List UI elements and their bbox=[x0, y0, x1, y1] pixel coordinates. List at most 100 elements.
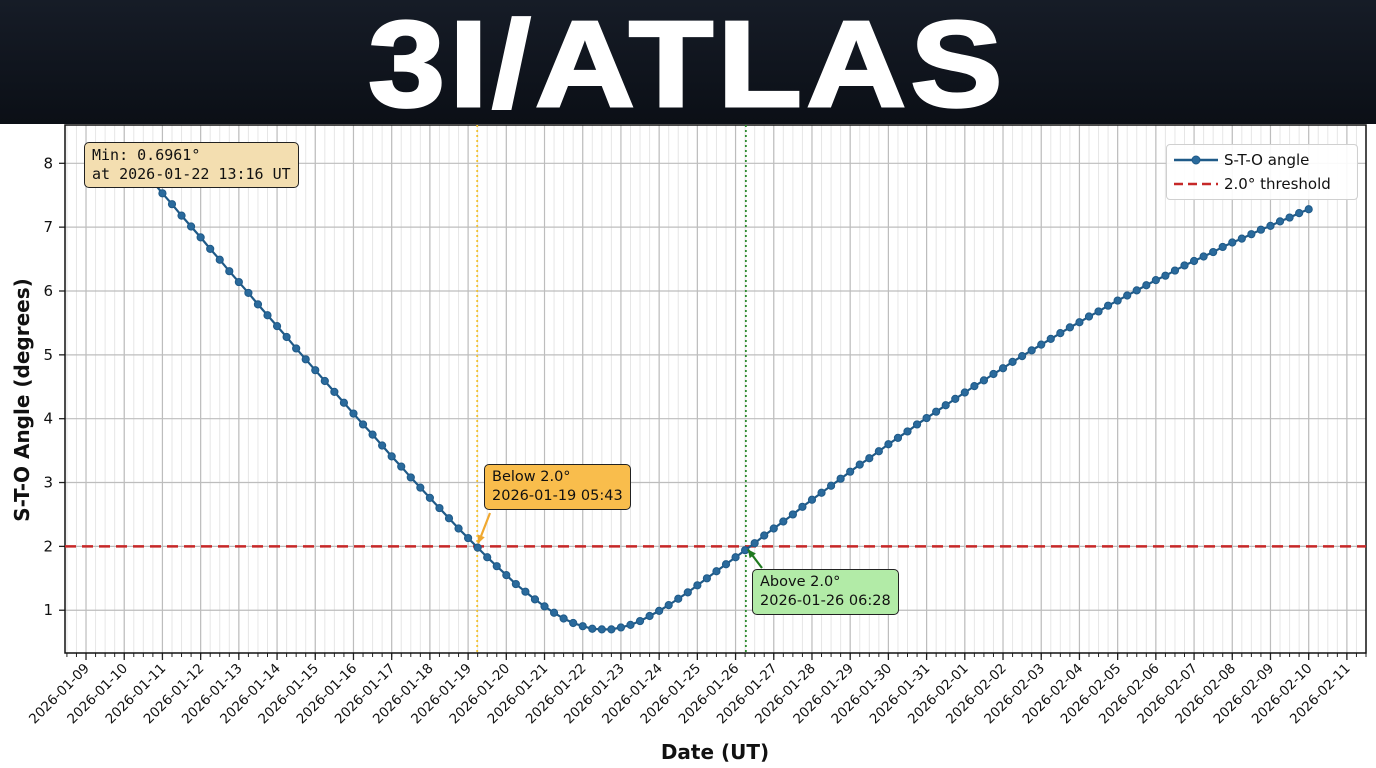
data-point bbox=[645, 611, 654, 621]
min-annotation-line1: Min: 0.6961° bbox=[92, 146, 201, 164]
data-point bbox=[282, 332, 291, 342]
data-point bbox=[549, 608, 559, 617]
data-point bbox=[330, 387, 339, 396]
below-threshold-annotation: Below 2.0° 2026-01-19 05:43 bbox=[484, 464, 631, 510]
data-point bbox=[865, 454, 874, 463]
data-point bbox=[358, 420, 368, 429]
data-point bbox=[1084, 312, 1094, 321]
data-point bbox=[559, 614, 568, 623]
data-point bbox=[292, 344, 301, 353]
legend-label: 2.0° threshold bbox=[1224, 175, 1331, 193]
data-point bbox=[721, 560, 731, 569]
data-point bbox=[215, 255, 224, 264]
below-annotation-line2: 2026-01-19 05:43 bbox=[492, 488, 623, 504]
y-axis-label: S-T-O Angle (degrees) bbox=[10, 278, 34, 522]
y-tick-label: 4 bbox=[43, 410, 53, 428]
data-point bbox=[387, 452, 396, 461]
legend-item-threshold: 2.0° threshold bbox=[1167, 173, 1357, 195]
data-point bbox=[320, 376, 329, 386]
data-point bbox=[941, 401, 950, 410]
data-point bbox=[597, 625, 606, 634]
banner-title: 3I/ATLAS bbox=[367, 0, 1008, 132]
data-point bbox=[1123, 291, 1132, 300]
data-point bbox=[196, 233, 205, 242]
data-point bbox=[339, 398, 349, 407]
data-point bbox=[540, 602, 549, 611]
data-point bbox=[234, 277, 243, 287]
legend-line-marker-icon bbox=[1174, 155, 1218, 165]
data-point bbox=[769, 524, 778, 533]
data-point bbox=[244, 288, 253, 298]
data-point bbox=[932, 407, 941, 416]
data-point bbox=[263, 311, 272, 320]
data-point bbox=[158, 189, 167, 198]
y-tick-label: 6 bbox=[43, 282, 53, 300]
data-point bbox=[1295, 209, 1304, 218]
data-point bbox=[444, 514, 454, 523]
data-point bbox=[760, 531, 769, 540]
data-point bbox=[702, 574, 712, 583]
data-point bbox=[874, 447, 883, 456]
data-point bbox=[1056, 329, 1065, 338]
data-point bbox=[1161, 271, 1170, 280]
min-annotation: Min: 0.6961° at 2026-01-22 13:16 UT bbox=[84, 142, 299, 188]
data-point bbox=[1046, 334, 1055, 343]
data-point bbox=[846, 467, 855, 476]
y-tick-label: 8 bbox=[43, 154, 53, 172]
data-point bbox=[998, 364, 1008, 373]
data-point bbox=[951, 394, 960, 403]
data-point bbox=[855, 460, 864, 469]
data-point bbox=[674, 594, 683, 603]
data-point bbox=[989, 369, 998, 379]
y-tick-label: 1 bbox=[43, 601, 53, 619]
data-point bbox=[960, 388, 969, 397]
data-point bbox=[588, 624, 597, 633]
axes-frame bbox=[64, 124, 1367, 654]
above-arrow-head bbox=[747, 549, 756, 559]
data-point bbox=[903, 427, 912, 436]
data-point bbox=[578, 622, 587, 631]
data-point bbox=[368, 430, 377, 439]
data-point bbox=[664, 601, 673, 610]
data-point bbox=[1247, 230, 1256, 239]
data-point bbox=[253, 300, 263, 309]
data-point bbox=[272, 322, 282, 331]
data-point bbox=[884, 440, 893, 449]
data-point bbox=[1142, 281, 1151, 290]
data-point bbox=[1151, 276, 1160, 285]
data-point bbox=[979, 376, 989, 385]
legend-label: S-T-O angle bbox=[1224, 151, 1310, 169]
data-point bbox=[1218, 242, 1227, 252]
data-point bbox=[511, 579, 520, 589]
data-point bbox=[683, 588, 692, 597]
y-tick-label: 2 bbox=[43, 537, 53, 555]
x-axis-label: Date (UT) bbox=[660, 740, 770, 764]
data-point bbox=[1228, 238, 1237, 247]
above-annotation-line1: Above 2.0° bbox=[760, 574, 841, 590]
data-point bbox=[798, 502, 807, 511]
above-annotation-line2: 2026-01-26 06:28 bbox=[760, 593, 891, 609]
data-point bbox=[836, 474, 845, 483]
data-point bbox=[731, 553, 740, 562]
data-point bbox=[826, 481, 836, 490]
data-point bbox=[1018, 352, 1027, 361]
data-point bbox=[186, 222, 196, 231]
data-point bbox=[1237, 234, 1246, 243]
data-point bbox=[483, 553, 492, 562]
data-point bbox=[912, 420, 922, 429]
data-point bbox=[893, 433, 903, 442]
data-point bbox=[1189, 256, 1199, 266]
data-point bbox=[817, 488, 826, 497]
data-point bbox=[416, 483, 425, 492]
data-point bbox=[492, 562, 501, 571]
data-point bbox=[1285, 213, 1294, 222]
data-point bbox=[397, 462, 406, 471]
data-point bbox=[454, 524, 463, 533]
y-tick-label: 7 bbox=[43, 218, 53, 236]
data-point bbox=[970, 382, 979, 391]
data-point bbox=[167, 200, 177, 209]
data-point bbox=[712, 567, 721, 576]
legend: S-T-O angle 2.0° threshold bbox=[1166, 144, 1358, 200]
data-point bbox=[607, 625, 616, 634]
